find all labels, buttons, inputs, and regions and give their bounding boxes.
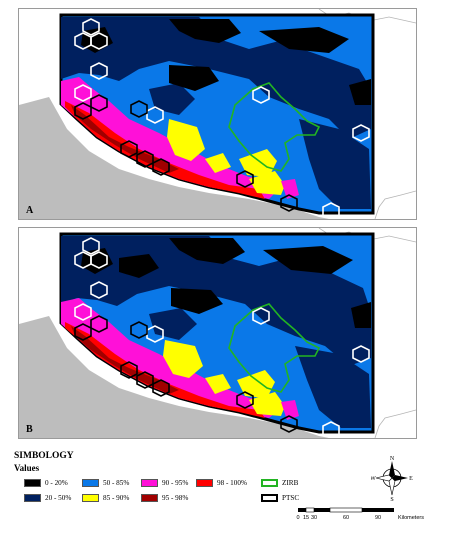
legend-label: 95 - 98%: [162, 494, 189, 502]
legend-title: SIMBOLOGY: [14, 451, 74, 461]
legend-label: ZIRB: [282, 479, 299, 487]
swatch-zirb: [261, 479, 278, 488]
legend-label: 0 - 20%: [45, 479, 68, 487]
swatch-90-95: [141, 479, 158, 488]
map-panel-a: A: [18, 8, 417, 220]
compass-w: W: [371, 476, 376, 482]
swatch-95-98: [141, 494, 158, 503]
compass-rose-icon: N S W E: [370, 455, 413, 503]
hex-black-group: [74, 94, 298, 212]
legend-item-zirb: ZIRB: [261, 478, 298, 488]
legend-label: 20 - 50%: [45, 494, 72, 502]
swatch-0-20: [24, 479, 41, 488]
swatch-20-50: [24, 494, 41, 503]
legend-label: 98 - 100%: [217, 479, 247, 487]
hex-white-group: [74, 18, 370, 219]
legend-subtitle: Values: [14, 463, 40, 473]
legend-item-0-20: 0 - 20%: [24, 478, 68, 488]
scale-tick-0: 0: [296, 515, 299, 521]
map-panel-b: B: [18, 227, 417, 439]
legend-item-50-85: 50 - 85%: [82, 478, 129, 488]
legend-label: 50 - 85%: [103, 479, 130, 487]
hex-black-group: [74, 315, 298, 433]
coastal-land: [19, 97, 329, 219]
scale-tick-15: 15: [303, 515, 309, 521]
swatch-98-100: [196, 479, 213, 488]
hex-white-group: [74, 237, 370, 438]
swatch-85-90: [82, 494, 99, 503]
legend-item-98-100: 98 - 100%: [196, 478, 247, 488]
map-a-svg: [19, 9, 416, 219]
legend-label: 90 - 95%: [162, 479, 189, 487]
zirb-watershed: [228, 82, 321, 172]
panel-label-a: A: [26, 205, 34, 216]
coastal-land: [19, 316, 329, 438]
compass-s: S: [390, 497, 393, 501]
compass-e: E: [409, 476, 413, 482]
legend-item-85-90: 85 - 90%: [82, 493, 129, 503]
legend-item-20-50: 20 - 50%: [24, 493, 71, 503]
scale-tick-60: 60: [343, 515, 349, 521]
scale-unit: Kilometers: [398, 515, 424, 521]
legend-label: PTSC: [282, 494, 300, 502]
legend-item-95-98: 95 - 98%: [141, 493, 188, 503]
zirb-watershed: [228, 303, 321, 393]
legend-label: 85 - 90%: [103, 494, 130, 502]
swatch-50-85: [82, 479, 99, 488]
compass-n: N: [390, 456, 395, 462]
map-b-svg: [19, 228, 416, 438]
legend-item-90-95: 90 - 95%: [141, 478, 188, 488]
scale-tick-90: 90: [375, 515, 381, 521]
scale-bar: 0 15 30 60 90 Kilometers: [294, 507, 434, 527]
scale-tick-30: 30: [311, 515, 317, 521]
panel-label-b: B: [26, 424, 33, 435]
swatch-ptsc: [261, 494, 278, 503]
legend-item-ptsc: PTSC: [261, 493, 299, 503]
